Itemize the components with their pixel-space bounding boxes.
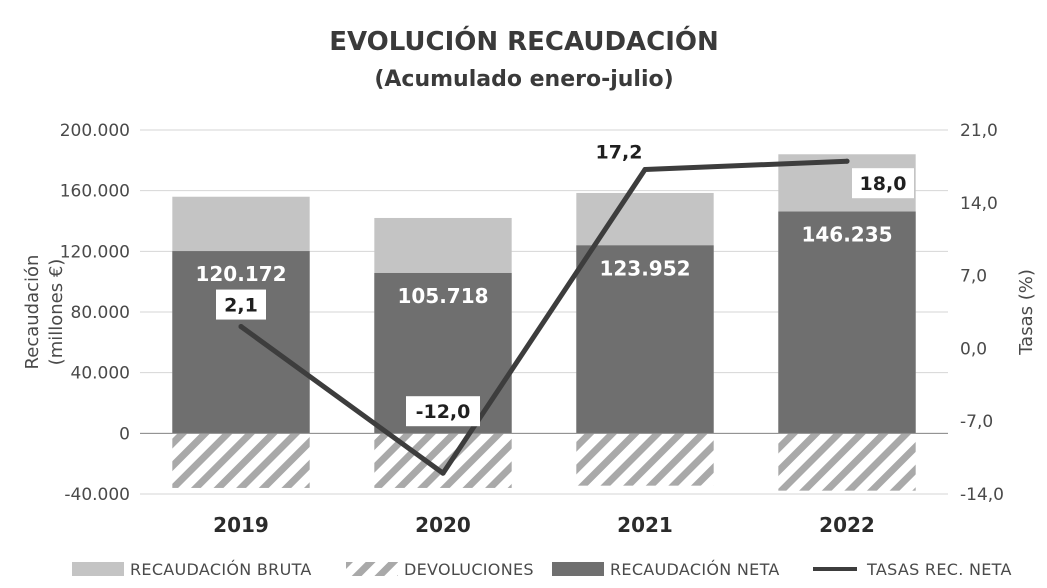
rate-label-box [406,396,480,427]
legend-label: TASAS REC. NETA [866,560,1012,579]
bar-devoluciones [374,433,512,488]
y2-tick-label: 7,0 [960,267,987,287]
chart-subtitle: (Acumulado enero-julio) [374,67,673,92]
y-tick-label: 120.000 [60,242,130,262]
data-labels: 120.172 105.718 123.952 146.235 2,1 -12,0 17,2… [195,142,914,427]
line-point [440,470,446,476]
neta-value-label: 123.952 [599,256,690,280]
category-label: 2019 [213,513,269,537]
rate-label-box [216,289,266,320]
bar-recaudacion-neta [576,245,714,434]
y-tick-label: 160.000 [60,182,130,202]
category-label: 2022 [819,513,875,537]
rate-value-label: 17,2 [596,142,643,164]
line-point [238,324,244,330]
y-tick-label: 200.000 [60,121,130,141]
y2-tick-label: 21,0 [960,121,998,141]
bar-devoluciones [576,433,714,486]
chart-title: EVOLUCIÓN RECAUDACIÓN [329,25,719,57]
y-axis-title-line1: Recaudación [22,255,43,370]
y-axis-title-line2: (millones €) [46,259,67,366]
category-label: 2020 [415,513,471,537]
legend-label: DEVOLUCIONES [404,560,534,579]
line-tasas-rec-neta [238,158,850,476]
y-tick-label: 40.000 [71,364,130,384]
neta-value-label: 120.172 [195,262,286,286]
y2-tick-label: -7,0 [960,412,993,432]
legend: RECAUDACIÓN BRUTA DEVOLUCIONES RECAUDACIÓN… [72,560,1012,579]
x-axis-categories: 2019 2020 2021 2022 [213,513,875,537]
legend-label: RECAUDACIÓN NETA [610,560,780,579]
legend-label: RECAUDACIÓN BRUTA [130,560,312,579]
y2-tick-label: 0,0 [960,339,987,359]
y-tick-label: -40.000 [64,485,130,505]
neta-value-label: 105.718 [397,284,488,308]
bars [172,154,916,491]
category-label: 2021 [617,513,673,537]
bar-devoluciones [172,433,310,488]
y2-axis-ticks: 21,0 14,0 7,0 0,0 -7,0 -14,0 [960,121,1004,505]
bar-recaudacion-neta [778,211,916,434]
bar-recaudacion-neta [172,251,310,434]
y2-tick-label: -14,0 [960,485,1004,505]
rate-value-label: 18,0 [860,173,907,195]
rate-line [238,158,850,476]
y-tick-label: 0 [119,424,130,444]
neta-value-label: 146.235 [801,223,892,247]
rate-label-box [852,168,914,199]
y-tick-label: 80.000 [71,303,130,323]
y2-axis-title: Tasas (%) [1016,269,1037,356]
y-axis-ticks: 200.000 160.000 120.000 80.000 40.000 0 -40.00… [60,121,130,505]
legend-swatch [72,562,124,576]
rate-value-label: 2,1 [224,295,258,317]
legend-swatch [346,562,398,576]
y2-tick-label: 14,0 [960,194,998,214]
line-point [844,158,850,164]
rate-value-label: -12,0 [416,401,471,423]
line-point [642,167,648,173]
bar-devoluciones [778,433,916,491]
legend-swatch [552,562,604,576]
